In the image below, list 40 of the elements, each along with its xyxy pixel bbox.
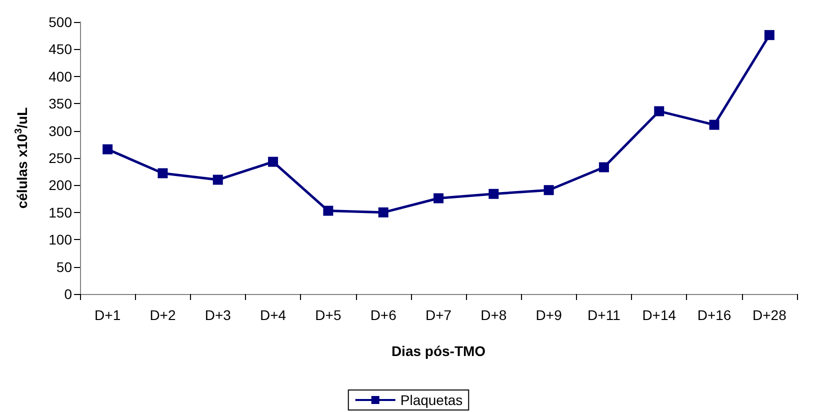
y-tick-label: 300	[48, 122, 72, 139]
point	[378, 207, 388, 218]
point	[102, 144, 113, 154]
y-tick-label: 250	[48, 150, 72, 166]
y-tick-label: 150	[48, 204, 72, 220]
point	[598, 162, 609, 172]
x-tick-label: D+6	[370, 307, 397, 323]
x-tick-label: D+3	[204, 307, 232, 323]
y-tick-label: 100	[48, 232, 72, 248]
x-axis-title: Dias pós-TMO	[391, 343, 486, 359]
point	[764, 30, 774, 40]
point	[488, 188, 499, 199]
point	[323, 206, 334, 216]
y-tick-label: 400	[48, 68, 72, 84]
point	[268, 156, 278, 167]
y-tick-label: 0	[64, 286, 72, 302]
y-tick-label: 50	[56, 258, 72, 275]
x-tick-label: D+7	[425, 307, 452, 323]
point	[709, 120, 720, 130]
y-tick-label: 200	[48, 177, 72, 194]
x-tick-label: D+1	[94, 307, 121, 323]
y-tick-label: 450	[48, 41, 72, 58]
x-tick-label: D+16	[697, 307, 732, 323]
x-tick-label: D+4	[260, 307, 286, 323]
point	[158, 168, 168, 178]
x-tick-label: D+5	[315, 307, 342, 323]
point	[212, 174, 223, 185]
x-tick-label: D+9	[536, 307, 562, 323]
point	[434, 193, 444, 204]
point	[544, 185, 554, 196]
y-tick-label: 500	[48, 14, 72, 30]
x-tick-label: D+14	[642, 307, 676, 323]
legend-label: Plaquetas	[400, 392, 463, 408]
x-tick-label: D+28	[752, 307, 787, 323]
y-axis-title: células x103/uL	[14, 106, 30, 209]
y-tick-label: 350	[48, 96, 72, 112]
x-tick-label: D+2	[150, 307, 176, 323]
x-tick-label: D+11	[588, 307, 621, 323]
x-tick-label: D+8	[480, 307, 507, 323]
point	[654, 106, 664, 116]
